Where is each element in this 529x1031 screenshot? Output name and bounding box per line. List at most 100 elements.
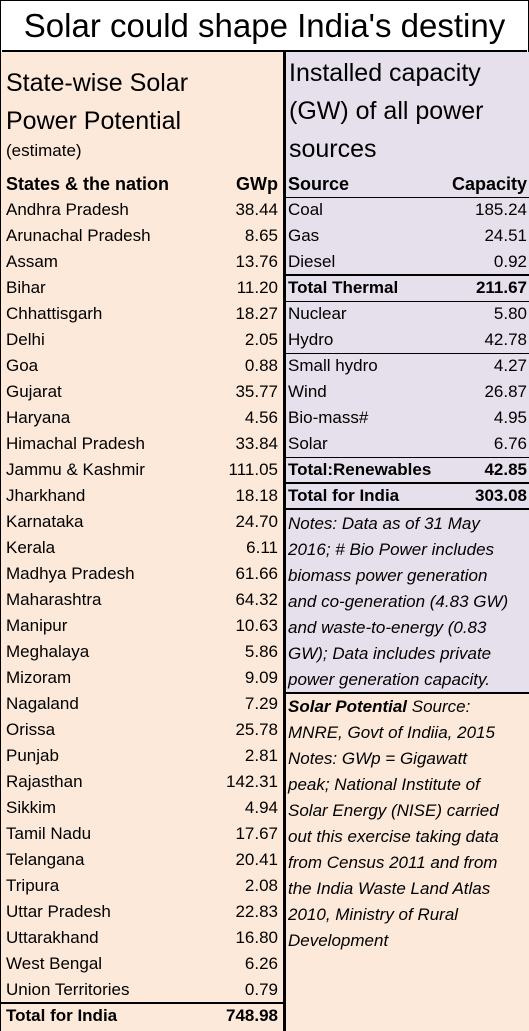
table-row-label: Jammu & Kashmir [6, 460, 145, 479]
table-row-value: 2.05 [244, 330, 278, 349]
table-row: Manipur 10.63 [6, 613, 278, 639]
table-row: Goa 0.88 [6, 353, 278, 379]
solar-note-line: the India Waste Land Atlas [288, 879, 491, 898]
row-separator [286, 482, 529, 484]
right-heading-line1: Installed capacity [289, 59, 481, 87]
capacity-row-value: 303.08 [475, 486, 527, 505]
solar-note-line: Development [288, 931, 389, 950]
capacity-row-value: 4.27 [493, 356, 527, 375]
table-row: Karnataka 24.70 [6, 509, 278, 535]
table-row: Jharkhand 18.18 [6, 483, 278, 509]
table-row-label: Chhattisgarh [6, 304, 103, 323]
capacity-note-line: 2016; # Bio Power includes [288, 540, 495, 559]
table-row-value: 22.83 [235, 902, 278, 921]
solar-note-line: 2010, Ministry of Rural [288, 905, 459, 924]
capacity-note-line: and co-generation (4.83 GW) [288, 592, 509, 611]
table-row: Madhya Pradesh 61.66 [6, 561, 278, 587]
table-row: West Bengal 6.26 [6, 951, 278, 977]
table-row-label: Karnataka [6, 512, 84, 531]
table-row-label: Uttarakhand [6, 928, 99, 947]
table-row-label: Maharashtra [6, 590, 102, 609]
table-row-label: Bihar [6, 278, 46, 297]
table-row-label: West Bengal [6, 954, 103, 973]
table-row-value: 4.56 [244, 408, 278, 427]
right-heading-line2: (GW) of all power [289, 97, 484, 125]
page-title: Solar could shape India's destiny [2, 2, 527, 52]
table-row-label: Rajasthan [6, 772, 83, 791]
capacity-row-value: 24.51 [484, 226, 527, 245]
table-row: Sikkim 4.94 [6, 795, 278, 821]
table-row: Meghalaya 5.86 [6, 639, 278, 665]
capacity-row-label: Diesel [288, 252, 336, 271]
table-row-label: Gujarat [6, 382, 62, 401]
capacity-section: Installed capacity (GW) of all power sou… [286, 52, 529, 768]
capacity-note-line: power generation capacity. [288, 670, 490, 689]
capacity-row: Nuclear 5.80 [288, 301, 527, 327]
table-row-label: Goa [6, 356, 39, 375]
table-row-value: 11.20 [236, 278, 278, 297]
table-row-value: 142.31 [226, 772, 278, 791]
capacity-row-label: Hydro [288, 330, 334, 349]
capacity-note-line: Notes: Data as of 31 May [288, 514, 480, 533]
capacity-row: Total:Renewables 42.85 [288, 457, 527, 483]
column-divider [283, 52, 286, 1031]
table-row-label: Haryana [6, 408, 71, 427]
table-row-value: 6.11 [246, 538, 278, 557]
capacity-row-value: 185.24 [475, 200, 527, 219]
total-row-label: Total for India [6, 1006, 118, 1025]
table-row-value: 0.88 [244, 356, 278, 375]
left-heading-line2: Power Potential [6, 107, 182, 135]
capacity-row-label: Nuclear [288, 304, 347, 323]
table-row: Chhattisgarh 18.27 [6, 301, 278, 327]
table-row-value: 111.05 [228, 460, 278, 479]
table-row-label: Andhra Pradesh [6, 200, 129, 219]
table-row: Gujarat 35.77 [6, 379, 278, 405]
table-row-value: 10.63 [235, 616, 278, 635]
solar-source-section: Solar Potential Source: MNRE, Govt of Ind… [286, 692, 529, 1031]
total-row-value: 748.98 [226, 1006, 278, 1025]
table-row: Union Territories 0.79 [6, 977, 278, 1003]
capacity-row-value: 0.92 [493, 252, 527, 271]
solar-note-line: Notes: GWp = Gigawatt [288, 749, 468, 768]
table-row-value: 20.41 [235, 850, 278, 869]
table-row-label: Assam [6, 252, 58, 271]
table-row-label: Himachal Pradesh [6, 434, 145, 453]
table-row: Maharashtra 64.32 [6, 587, 278, 613]
table-row-label: Telangana [6, 850, 85, 869]
table-row-value: 25.78 [235, 720, 278, 739]
row-separator [286, 353, 529, 354]
table-row-value: 4.94 [244, 798, 278, 817]
capacity-row: Coal 185.24 [288, 197, 527, 223]
solar-note-line: from Census 2011 and from [288, 853, 498, 872]
table-row: Punjab 2.81 [6, 743, 278, 769]
table-row: Arunachal Pradesh 8.65 [6, 223, 278, 249]
table-row-value: 17.67 [235, 824, 278, 843]
row-separator [286, 197, 529, 198]
table-row: Nagaland 7.29 [6, 691, 278, 717]
table-row-label: Mizoram [6, 668, 72, 687]
col-capacity-header: Capacity [451, 174, 527, 194]
table-row-value: 38.44 [235, 200, 278, 219]
capacity-row-value: 42.85 [484, 460, 527, 479]
table-row: Assam 13.76 [6, 249, 278, 275]
table-row: Mizoram 9.09 [6, 665, 278, 691]
table-row-value: 24.70 [235, 512, 278, 531]
table-row: Tripura 2.08 [6, 873, 278, 899]
capacity-note-line: GW); Data includes private [288, 644, 492, 663]
capacity-row: Hydro 42.78 [288, 327, 527, 353]
capacity-row-value: 4.95 [493, 408, 527, 427]
table-row: Uttar Pradesh 22.83 [6, 899, 278, 925]
capacity-row: Total for India 303.08 [288, 483, 527, 509]
capacity-row-label: Wind [288, 382, 327, 401]
table-row-label: Arunachal Pradesh [6, 226, 151, 245]
table-row-value: 7.29 [244, 694, 278, 713]
table-row: Bihar 11.20 [6, 275, 278, 301]
table-row-value: 35.77 [235, 382, 278, 401]
capacity-row-label: Gas [288, 226, 320, 245]
table-row: Tamil Nadu 17.67 [6, 821, 278, 847]
table-row-value: 2.81 [244, 746, 278, 765]
capacity-note-line: and waste-to-energy (0.83 [288, 618, 487, 637]
table-row-label: Punjab [6, 746, 59, 765]
capacity-row: Small hydro 4.27 [288, 353, 527, 379]
table-row-value: 9.09 [244, 668, 278, 687]
